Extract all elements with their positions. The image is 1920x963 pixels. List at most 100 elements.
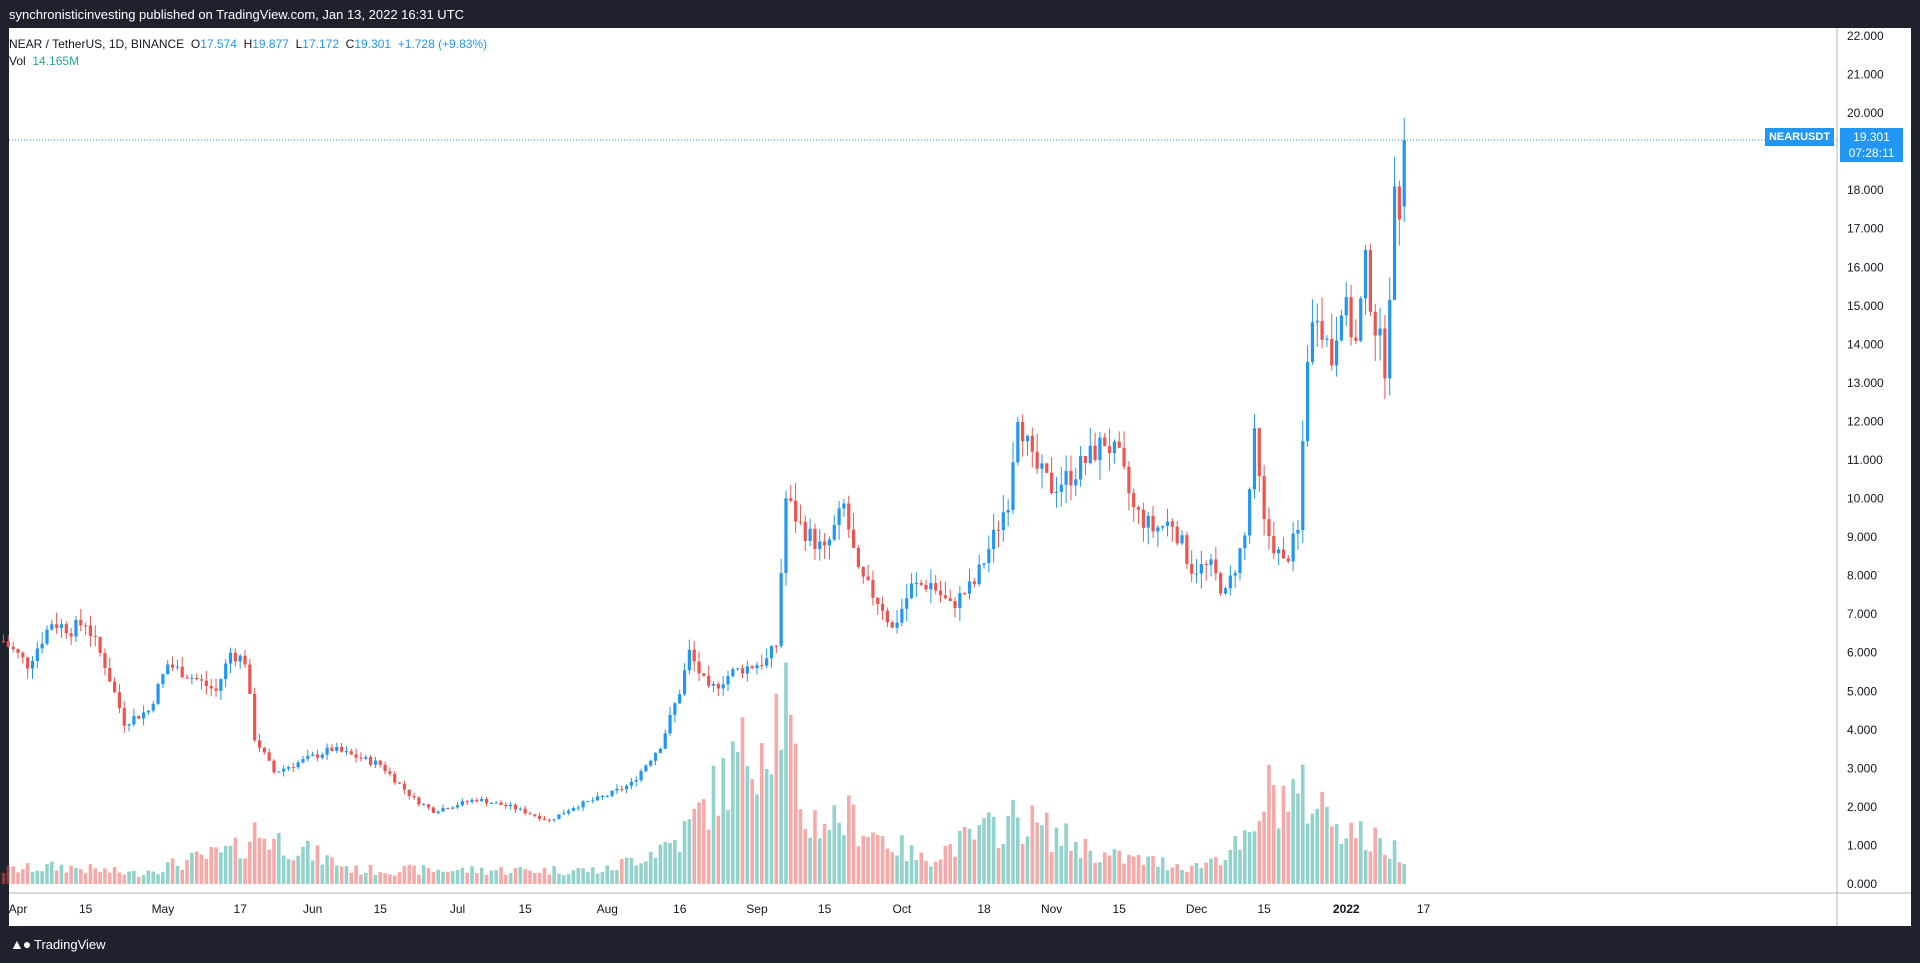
volume-bar (900, 835, 904, 884)
candle-body (750, 666, 754, 669)
volume-bar (552, 866, 556, 884)
volume-bar (402, 866, 407, 884)
volume-bar (122, 874, 127, 884)
volume-bar (103, 868, 107, 884)
candle-body (953, 600, 957, 608)
volume-bar (731, 741, 735, 884)
last-price: 19.301 (1853, 130, 1890, 144)
candle-body (132, 715, 136, 725)
publish-header: synchronisticinvesting published on Trad… (0, 0, 1920, 28)
volume-bar (1363, 849, 1368, 884)
candle-body (1209, 559, 1213, 566)
volume-bar (1228, 850, 1233, 884)
volume-bar (595, 873, 600, 884)
candle-body (277, 771, 281, 773)
candle-body (368, 756, 373, 765)
volume-bar (991, 816, 996, 884)
volume-bar (702, 799, 706, 884)
candle-body (1199, 564, 1203, 574)
volume-bar (1358, 821, 1363, 884)
candle-body (1088, 445, 1092, 464)
symbol-label[interactable]: NEAR / TetherUS, 1D, BINANCE (9, 37, 185, 51)
time-tick-label: 15 (79, 902, 93, 916)
candle-body (190, 677, 194, 679)
volume-bar (1189, 865, 1194, 884)
volume-bar (904, 861, 909, 884)
volume-bar (789, 714, 793, 884)
volume-bar (542, 867, 547, 884)
candle-body (596, 796, 600, 801)
volume-bar (933, 861, 938, 884)
volume-bar (475, 873, 479, 884)
volume-bar (436, 869, 441, 884)
volume-bar (151, 871, 156, 884)
candle-body (1325, 338, 1329, 340)
candle-body (1204, 564, 1208, 566)
candle-body (866, 576, 870, 580)
volume-bar (1160, 857, 1165, 884)
candle-body (209, 685, 213, 689)
candle-body (871, 579, 875, 598)
volume-bar (943, 845, 948, 884)
price-tick-label: 7.000 (1847, 607, 1877, 621)
candle-body (1170, 521, 1174, 527)
candle-body (658, 748, 662, 753)
volume-bar (1305, 823, 1310, 884)
volume-bar (929, 866, 933, 884)
candle-body (576, 807, 580, 809)
candle-body (1064, 470, 1068, 485)
candle-body (359, 757, 363, 759)
candle-body (934, 583, 938, 591)
candle-body (586, 800, 590, 802)
candle-body (996, 529, 1001, 531)
volume-bar (875, 835, 880, 884)
candle-body (161, 674, 165, 684)
candle-body (682, 670, 687, 695)
candle-body (50, 624, 54, 630)
volume-bar (1006, 815, 1010, 884)
tradingview-logo-text[interactable]: TradingView (34, 937, 106, 952)
candle-body (383, 764, 387, 772)
volume-bar (639, 863, 643, 884)
volume-bar (537, 872, 542, 884)
volume-bar (93, 868, 98, 884)
candle-body (789, 498, 793, 501)
price-tick-label: 6.000 (1847, 646, 1877, 660)
volume-bar (301, 846, 305, 884)
candle-body (1165, 521, 1170, 526)
candle-body (504, 804, 508, 807)
chart-frame[interactable] (9, 28, 1911, 926)
time-tick-label: 18 (977, 902, 991, 916)
volume-bar (281, 855, 286, 884)
volume-bar (972, 839, 977, 884)
candle-body (1334, 340, 1339, 366)
candle-body (1291, 533, 1295, 562)
candle-body (610, 790, 614, 796)
volume-bar (1107, 855, 1112, 884)
candle-body (480, 798, 484, 802)
price-tick-label: 2.000 (1847, 800, 1877, 814)
candle-body (1233, 573, 1237, 576)
volume-bar (204, 858, 209, 884)
volume-bar (1272, 785, 1276, 884)
volume-bar (50, 861, 54, 884)
volume-bar (504, 874, 508, 884)
candle-body (1054, 491, 1059, 494)
volume-bar (1320, 791, 1324, 884)
volume-bar (363, 872, 368, 884)
candle-body (880, 604, 885, 611)
tradingview-logo-icon[interactable]: ▲● (10, 936, 31, 952)
volume-bar (64, 872, 69, 884)
candle-body (79, 620, 83, 626)
candle-body (943, 595, 947, 599)
candle-body (431, 807, 435, 813)
candle-body (45, 629, 49, 644)
candle-body (692, 649, 696, 662)
last-price-tag: 19.301 07:28:11 (1840, 128, 1903, 162)
candle-body (639, 771, 643, 781)
candle-body (528, 813, 532, 815)
candle-body (69, 633, 73, 637)
volume-bar (1296, 793, 1300, 884)
volume-bar (161, 872, 165, 884)
